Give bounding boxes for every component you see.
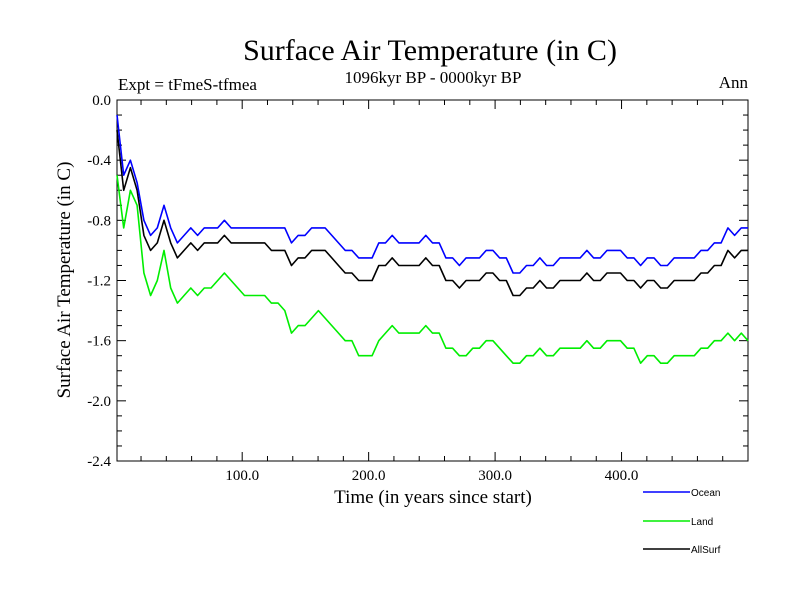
- series-line-ocean: [116, 114, 748, 274]
- y-tick-label: -1.2: [87, 274, 111, 290]
- legend-label-ocean: Ocean: [691, 488, 720, 499]
- y-tick-label: 0.0: [92, 93, 111, 109]
- legend-label-land: Land: [691, 517, 713, 528]
- season-label: Ann: [719, 73, 749, 92]
- x-tick-label: 300.0: [478, 468, 512, 484]
- series-line-land: [116, 175, 749, 364]
- y-tick-label: -2.0: [87, 394, 111, 410]
- series-line-allsurf: [116, 130, 748, 297]
- chart-subtitle: 1096kyr BP - 0000kyr BP: [345, 68, 522, 87]
- y-axis-label: Surface Air Temperature (in C): [54, 162, 75, 399]
- axis-ticks: [117, 99, 748, 462]
- experiment-label: Expt = tFmeS-tfmea: [118, 75, 257, 94]
- x-tick-labels: 100.0 200.0 300.0 400.0: [225, 468, 638, 484]
- x-axis-label: Time (in years since start): [334, 487, 532, 508]
- x-tick-label: 100.0: [225, 468, 259, 484]
- y-tick-label: -0.8: [87, 213, 111, 229]
- x-tick-label: 200.0: [352, 468, 386, 484]
- x-tick-label: 400.0: [605, 468, 639, 484]
- y-tick-label: -0.4: [87, 153, 111, 169]
- y-tick-label: -2.4: [87, 454, 111, 470]
- legend: Ocean Land AllSurf: [643, 488, 721, 556]
- y-tick-label: -1.6: [87, 334, 111, 350]
- y-tick-labels: 0.0 -0.4 -0.8 -1.2 -1.6 -2.0 -2.4: [87, 93, 111, 470]
- series-lines: [116, 114, 749, 364]
- chart-title: Surface Air Temperature (in C): [243, 34, 617, 67]
- legend-label-allsurf: AllSurf: [691, 545, 721, 556]
